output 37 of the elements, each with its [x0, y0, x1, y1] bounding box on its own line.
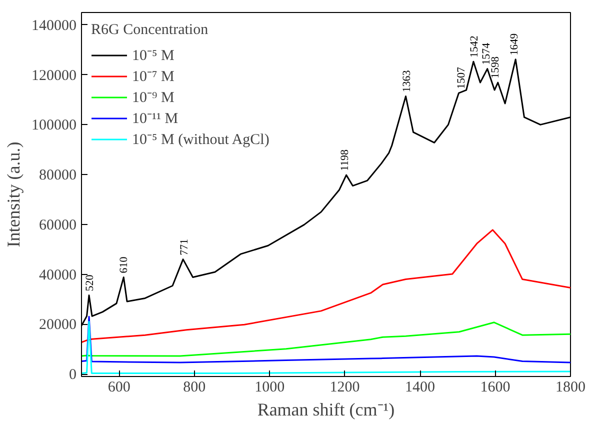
line-series [82, 320, 570, 374]
y-axis-title: Intensity (a.u.) [4, 142, 24, 248]
legend-label: 10⁻⁵ M (without AgCl) [132, 131, 270, 149]
annotation: 1507 [455, 66, 468, 90]
legend-title: R6G Concentration [91, 22, 210, 39]
annotation: 1574 [480, 42, 492, 65]
y-tick-label: 100000 [32, 118, 76, 134]
annotation: 1363 [401, 70, 414, 92]
annotation: 1198 [339, 148, 352, 172]
x-tick-label: 1000 [254, 380, 285, 396]
y-tick-label: 20000 [39, 317, 76, 334]
line-series [82, 322, 570, 357]
annotation: 520 [84, 274, 96, 292]
x-tick-label: 1200 [330, 380, 360, 396]
annotation: 771 [178, 238, 190, 256]
y-tick-label: 0 [69, 367, 76, 384]
annotation: 1598 [490, 56, 502, 79]
x-tick-label: 1600 [480, 380, 510, 396]
y-tick-label: 120000 [32, 68, 76, 84]
line-series [82, 316, 570, 364]
annotation: 1542 [468, 36, 480, 58]
y-tick-label: 80000 [39, 168, 76, 184]
y-tick-label: 40000 [39, 267, 76, 284]
x-tick-label: 1400 [405, 380, 436, 396]
x-tick-label: 600 [108, 380, 130, 396]
annotation: 610 [118, 256, 130, 274]
legend-label: 10⁻⁹ M [132, 89, 174, 107]
x-tick-label: 800 [183, 380, 206, 396]
x-tick-label: 1800 [556, 380, 586, 396]
y-tick-label: 140000 [32, 18, 76, 34]
y-tick-label: 60000 [39, 217, 76, 234]
line-series [82, 229, 570, 344]
annotation: 1649 [508, 32, 521, 56]
x-axis-title: Raman shift (cm⁻¹) [257, 400, 395, 420]
legend-label: 10⁻¹¹ M [132, 110, 178, 128]
legend-label: 10⁻⁵ M [132, 47, 174, 65]
legend-label: 10⁻⁷ M [132, 68, 174, 86]
